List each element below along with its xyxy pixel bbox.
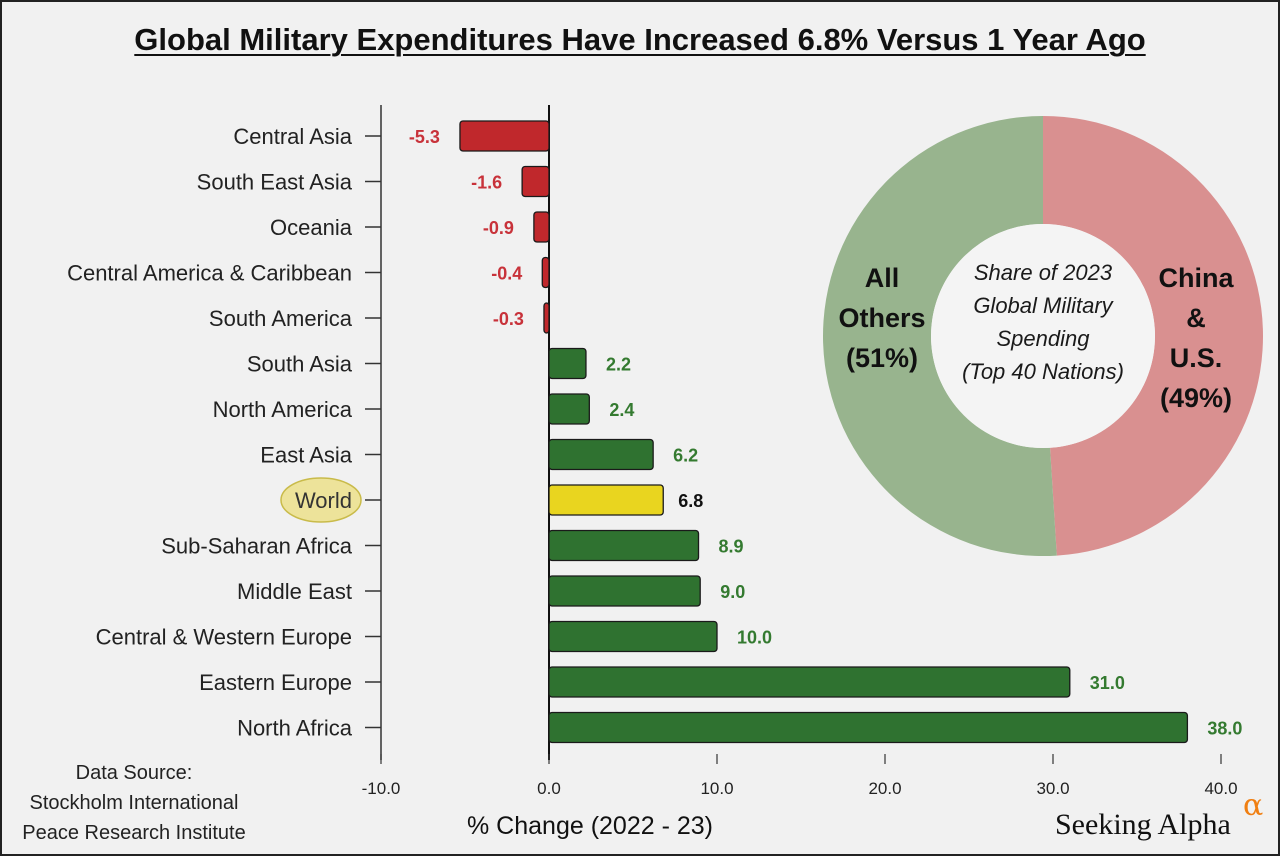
category-label: North America xyxy=(213,397,353,422)
data-label: 38.0 xyxy=(1207,719,1242,739)
category-label: Central Asia xyxy=(233,124,352,149)
data-label: -0.9 xyxy=(483,218,514,238)
bar xyxy=(541,256,550,289)
donut-label-line: (51%) xyxy=(845,343,919,373)
alpha-icon: α xyxy=(1243,788,1264,823)
data-label: 2.2 xyxy=(606,355,631,375)
bar xyxy=(459,120,550,152)
x-tick-label: 30.0 xyxy=(1036,779,1069,798)
donut-slice xyxy=(1043,116,1263,556)
x-tick-label: 40.0 xyxy=(1204,779,1237,798)
category-label: North Africa xyxy=(237,716,353,741)
source-label: Peace Research Institute xyxy=(22,822,246,844)
highlight-ellipse xyxy=(280,477,362,523)
donut-hole xyxy=(931,224,1155,448)
data-label: -1.6 xyxy=(471,173,502,193)
bar xyxy=(548,620,718,653)
donut-label-line: & xyxy=(1186,303,1206,333)
logo-text: Seeking Alpha xyxy=(1055,808,1231,841)
category-label: Central & Western Europe xyxy=(96,625,352,650)
data-label: -5.3 xyxy=(409,127,440,147)
donut-label-line: Others xyxy=(838,303,926,333)
bar xyxy=(548,529,700,562)
data-label: 6.8 xyxy=(678,491,703,511)
category-label: Middle East xyxy=(237,579,352,604)
data-label: 8.9 xyxy=(719,537,744,557)
data-label: -0.3 xyxy=(493,309,524,329)
donut-label-others: All Others (51%) xyxy=(824,258,940,378)
category-label: Eastern Europe xyxy=(199,670,352,695)
category-label: East Asia xyxy=(260,443,352,468)
chart-title: Global Military Expenditures Have Increa… xyxy=(134,22,1146,57)
x-axis-label: % Change (2022 - 23) xyxy=(467,812,713,840)
category-label: South East Asia xyxy=(197,170,353,195)
x-tick-label: -10.0 xyxy=(362,779,401,798)
donut-slice xyxy=(822,116,1057,556)
category-label: World xyxy=(295,488,352,513)
x-tick-label: 0.0 xyxy=(537,779,561,798)
category-label: South Asia xyxy=(247,352,353,377)
data-label: 10.0 xyxy=(737,628,772,648)
donut-label-line: U.S. xyxy=(1169,343,1223,373)
bar xyxy=(548,438,654,471)
bar xyxy=(548,347,587,380)
category-label: Sub-Saharan Africa xyxy=(161,534,353,559)
data-label: 2.4 xyxy=(609,400,634,420)
bar xyxy=(543,302,550,334)
bar xyxy=(548,393,590,425)
donut-label-line: All xyxy=(864,263,900,293)
donut-label-line: China xyxy=(1158,263,1234,293)
x-tick-label: 20.0 xyxy=(868,779,901,798)
donut-center-line: Global Military xyxy=(973,293,1113,318)
bar xyxy=(548,575,701,607)
bar xyxy=(548,711,1189,744)
bar xyxy=(548,484,664,516)
donut-center-line: (Top 40 Nations) xyxy=(962,359,1124,384)
data-label: -0.4 xyxy=(491,264,522,284)
donut-center-line: Spending xyxy=(996,326,1090,351)
category-label: South America xyxy=(209,306,353,331)
seeking-alpha-logo: Seeking Alpha α xyxy=(1055,788,1263,842)
donut-center-line: Share of 2023 xyxy=(973,260,1113,285)
data-label: 9.0 xyxy=(720,582,745,602)
bar xyxy=(548,666,1071,698)
x-tick-label: 10.0 xyxy=(700,779,733,798)
bar xyxy=(533,211,550,243)
data-label: 6.2 xyxy=(673,446,698,466)
donut-label-line: (49%) xyxy=(1159,383,1233,413)
category-label: Central America & Caribbean xyxy=(67,261,352,286)
data-label: 31.0 xyxy=(1090,673,1125,693)
source-label: Stockholm International xyxy=(29,792,239,814)
donut-center-text: Share of 2023 Global Military Spending (… xyxy=(938,256,1148,388)
donut-label-china-us: China & U.S. (49%) xyxy=(1148,258,1244,418)
source-label: Data Source: xyxy=(75,762,193,784)
category-label: Oceania xyxy=(270,215,353,240)
bar xyxy=(521,165,550,198)
